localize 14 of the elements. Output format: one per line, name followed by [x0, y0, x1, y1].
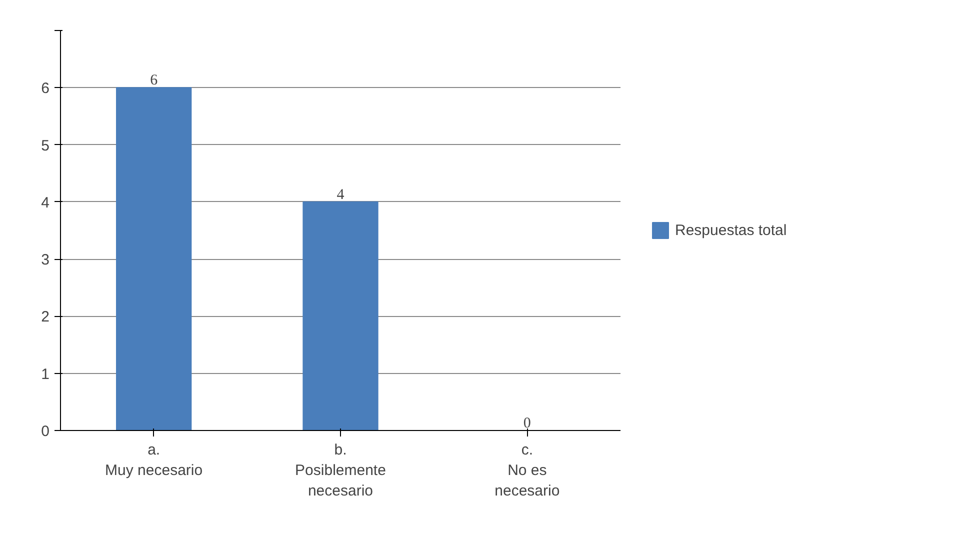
- data-label: 6: [150, 72, 158, 89]
- y-tick-label: 3: [41, 252, 50, 269]
- y-tick-label: 5: [41, 137, 50, 154]
- x-tick-label: b. Posiblemente necesario: [295, 442, 386, 500]
- y-tick-label: 0: [41, 423, 50, 440]
- y-tick-label: 6: [41, 80, 50, 98]
- x-tick-label: a. Muy necesario: [105, 442, 203, 479]
- y-tick-label: 4: [41, 194, 50, 212]
- y-tick-label: 1: [41, 366, 50, 383]
- data-label: 4: [336, 186, 345, 203]
- x-tick-label: c. No es necesario: [494, 442, 560, 500]
- data-label: 0: [523, 416, 531, 432]
- legend-label: Respuestas total: [675, 222, 787, 238]
- y-tick-label: 2: [41, 308, 50, 326]
